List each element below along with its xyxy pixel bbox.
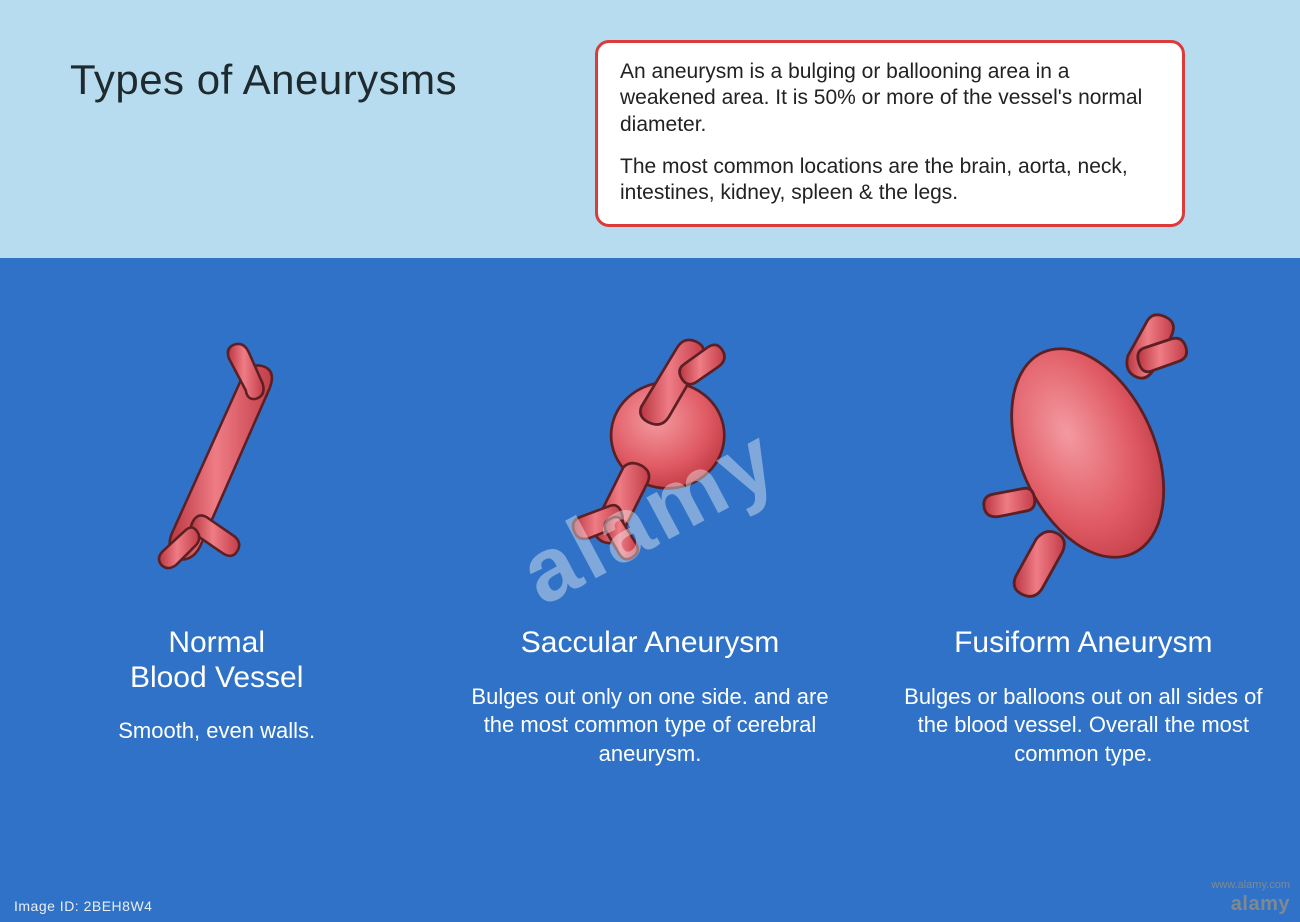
panels-row: Normal Blood Vessel Smooth, even walls. bbox=[0, 258, 1300, 922]
illustration-saccular bbox=[457, 288, 842, 618]
panel-desc-fusiform: Bulges or balloons out on all sides of t… bbox=[903, 683, 1263, 769]
panel-title-line1: Fusiform Aneurysm bbox=[954, 626, 1212, 659]
panel-normal: Normal Blood Vessel Smooth, even walls. bbox=[0, 258, 433, 922]
panel-fusiform: Fusiform Aneurysm Bulges or balloons out… bbox=[867, 258, 1300, 922]
panel-desc-normal: Smooth, even walls. bbox=[118, 717, 315, 746]
info-paragraph-2: The most common locations are the brain,… bbox=[620, 154, 1160, 207]
illustration-fusiform bbox=[891, 288, 1276, 618]
panel-saccular: Saccular Aneurysm Bulges out only on one… bbox=[433, 258, 866, 922]
info-box: An aneurysm is a bulging or ballooning a… bbox=[595, 40, 1185, 227]
footer-brand: www.alamy.com alamy bbox=[1211, 879, 1290, 916]
footer-url: www.alamy.com bbox=[1211, 879, 1290, 892]
panel-title-normal: Normal Blood Vessel bbox=[130, 626, 303, 695]
panel-title-line2: Blood Vessel bbox=[130, 661, 303, 694]
panel-title-saccular: Saccular Aneurysm bbox=[521, 626, 779, 661]
illustration-normal bbox=[24, 288, 409, 618]
footer-brand-name: alamy bbox=[1211, 892, 1290, 916]
panel-title-line1: Normal bbox=[168, 626, 265, 659]
footer-image-id: Image ID: 2BEH8W4 bbox=[14, 898, 152, 914]
panel-desc-saccular: Bulges out only on one side. and are the… bbox=[470, 683, 830, 769]
page-title: Types of Aneurysms bbox=[70, 56, 457, 104]
panel-title-line1: Saccular Aneurysm bbox=[521, 626, 779, 659]
info-paragraph-1: An aneurysm is a bulging or ballooning a… bbox=[620, 59, 1160, 138]
panel-title-fusiform: Fusiform Aneurysm bbox=[954, 626, 1212, 661]
